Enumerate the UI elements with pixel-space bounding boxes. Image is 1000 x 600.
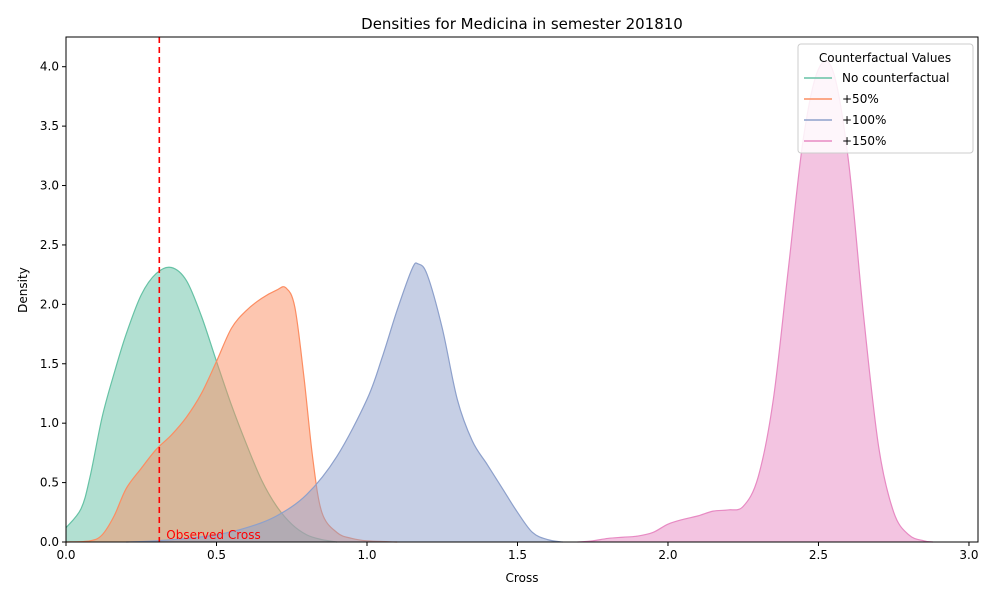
plot-frame <box>65 36 979 543</box>
y-tick-label: 3.0 <box>40 179 59 193</box>
x-tick-label: 1.5 <box>508 548 527 562</box>
legend-item: +100% <box>804 113 886 127</box>
legend-item: No counterfactual <box>804 71 949 85</box>
y-tick-label: 2.5 <box>40 238 59 252</box>
density-line <box>126 262 563 543</box>
x-tick-label: 2.0 <box>658 548 677 562</box>
series-layer <box>65 60 933 543</box>
x-axis: 0.0 0.5 1.0 1.5 2.0 2.5 3.0 <box>56 542 979 562</box>
observed-cross-label: Observed Cross <box>166 528 260 542</box>
x-tick-label: 0.5 <box>207 548 226 562</box>
y-axis: 0.0 0.5 1.0 1.5 2.0 2.5 3.0 3.5 4.0 <box>40 60 66 549</box>
y-tick-label: 3.5 <box>40 119 59 133</box>
chart-title: Densities for Medicina in semester 20181… <box>361 15 683 33</box>
x-tick-label: 2.5 <box>809 548 828 562</box>
legend-item: +150% <box>804 134 886 148</box>
y-axis-label: Density <box>16 267 30 313</box>
legend-label: +50% <box>842 92 879 106</box>
reference-line-layer: Observed Cross <box>158 37 261 542</box>
y-tick-label: 0.0 <box>40 535 59 549</box>
legend-label: +100% <box>842 113 886 127</box>
density-area <box>577 60 933 542</box>
legend: Counterfactual Values No counterfactual +… <box>797 43 974 154</box>
y-tick-label: 2.0 <box>40 297 59 311</box>
density-line <box>577 60 933 543</box>
x-tick-label: 0.0 <box>56 548 75 562</box>
y-tick-label: 1.0 <box>40 416 59 430</box>
legend-item: +50% <box>804 92 879 106</box>
legend-label: +150% <box>842 134 886 148</box>
legend-title: Counterfactual Values <box>819 51 951 65</box>
series-3 <box>126 262 563 543</box>
x-tick-label: 3.0 <box>959 548 978 562</box>
legend-label: No counterfactual <box>842 71 949 85</box>
y-tick-label: 4.0 <box>40 60 59 74</box>
density-area <box>126 262 563 542</box>
y-tick-label: 0.5 <box>40 476 59 490</box>
x-axis-label: Cross <box>506 571 539 585</box>
legend-items: No counterfactual +50% +100% +150% <box>804 71 949 148</box>
series-4 <box>577 60 933 543</box>
x-tick-label: 1.0 <box>357 548 376 562</box>
legend-frame <box>797 43 974 154</box>
y-tick-label: 1.5 <box>40 357 59 371</box>
density-area <box>66 286 398 542</box>
